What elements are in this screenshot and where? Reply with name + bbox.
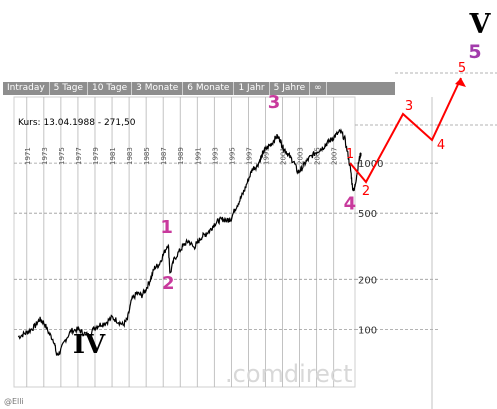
tab-10-tage[interactable]: 10 Tage <box>88 82 133 95</box>
projection-label-1: 1 <box>346 147 354 162</box>
timeframe-tabs: Intraday 5 Tage 10 Tage 3 Monate 6 Monat… <box>3 82 395 95</box>
x-tick-label: 2007 <box>331 147 339 165</box>
projection-label-5: 5 <box>458 61 466 76</box>
projection-path <box>349 77 462 184</box>
y-gridlines <box>14 72 497 409</box>
x-tick-label: 1999 <box>262 147 270 165</box>
super-wave-label-5: 5 <box>468 41 481 63</box>
x-tick-label: 1973 <box>41 147 49 165</box>
x-tick-label: 1991 <box>194 147 202 165</box>
wave-label-3: 3 <box>268 92 281 113</box>
x-tick-label: 1989 <box>177 147 185 165</box>
tab-5-tage[interactable]: 5 Tage <box>50 82 89 95</box>
wave-label-4: 4 <box>344 194 357 215</box>
x-tick-label: 1977 <box>75 147 83 165</box>
tab-3-monate[interactable]: 3 Monate <box>132 82 184 95</box>
x-tick-label: 2001 <box>280 147 288 165</box>
tab-5-jahre[interactable]: 5 Jahre <box>270 82 311 95</box>
projection-arrowhead <box>455 78 466 87</box>
watermark: .comdirect <box>225 360 353 388</box>
x-tick-label: 1971 <box>24 147 32 165</box>
tab-max[interactable]: ∞ <box>310 82 327 95</box>
x-tick-label: 2005 <box>314 147 322 165</box>
wave-label-2: 2 <box>162 273 175 294</box>
wave-label-1: 1 <box>160 217 173 238</box>
x-tick-labels: 1971 1973 1975 1977 1979 1981 1983 1985 1987 1989… <box>24 147 339 165</box>
wave-label-iv: IV <box>73 330 106 360</box>
x-tick-label: 1997 <box>245 147 253 165</box>
y-tick-labels: 100 200 500 1000 <box>358 159 383 336</box>
x-tick-label: 1993 <box>211 147 219 165</box>
x-tick-label: 1995 <box>228 147 236 165</box>
x-tick-label: 1985 <box>143 147 151 165</box>
credit: @Elli <box>4 397 24 406</box>
x-tick-label: 2003 <box>297 147 305 165</box>
projection-label-2: 2 <box>362 184 370 199</box>
wave-labels: 1 2 3 4 IV <box>73 92 356 360</box>
projection-label-3: 3 <box>405 99 413 114</box>
kurs-label: Kurs: 13.04.1988 - 271,50 <box>18 118 136 128</box>
price-series-line <box>17 128 362 356</box>
plot-area <box>13 96 356 388</box>
x-tick-label: 1983 <box>126 147 134 165</box>
y-tick-label: 200 <box>358 275 377 286</box>
y-tick-label: 1000 <box>358 159 383 170</box>
y-tick-label: 100 <box>358 325 377 336</box>
x-tick-label: 1981 <box>109 147 117 165</box>
y-tick-label: 500 <box>358 209 377 220</box>
tab-6-monate[interactable]: 6 Monate <box>183 82 235 95</box>
tab-1-jahr[interactable]: 1 Jahr <box>234 82 270 95</box>
x-tick-label: 1979 <box>92 147 100 165</box>
x-tick-label: 1975 <box>58 147 66 165</box>
cycle-wave-label-v: V <box>469 9 492 40</box>
projection-label-4: 4 <box>437 138 445 153</box>
x-tick-label: 1987 <box>160 147 168 165</box>
tab-intraday[interactable]: Intraday <box>3 82 50 95</box>
